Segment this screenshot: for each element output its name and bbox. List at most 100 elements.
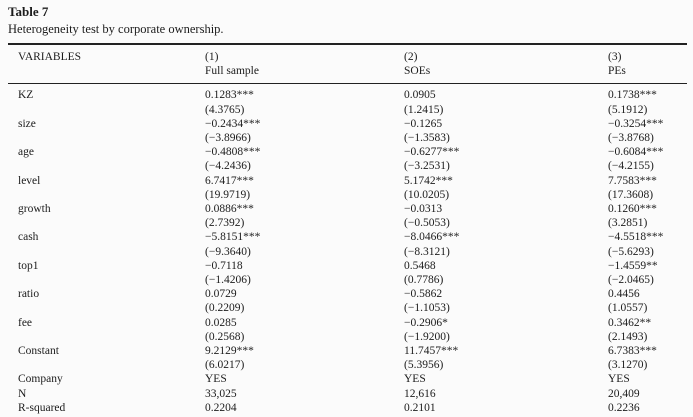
coef-cell: −1.4559** <box>608 259 658 272</box>
footer-label: Company <box>18 373 63 386</box>
col-number: (1) <box>205 51 219 63</box>
tstat-cell: (−5.6293) <box>608 245 654 258</box>
table-row: (−4.2436) (−3.2531) (−4.2155) <box>8 159 687 173</box>
tstat-cell: (−4.2436) <box>205 160 251 173</box>
footer-cell: YES <box>608 373 630 386</box>
table-subtitle: Heterogeneity test by corporate ownershi… <box>8 22 224 36</box>
variable-label: level <box>18 174 41 187</box>
variable-label: ratio <box>18 288 40 301</box>
footer-label: N <box>18 387 27 400</box>
table-row: N 33,025 12,616 20,409 <box>8 387 687 401</box>
coef-cell: −0.5862 <box>404 288 443 301</box>
tstat-cell: (−3.8768) <box>608 132 654 145</box>
variable-label: top1 <box>18 259 39 272</box>
coef-cell: 11.7457*** <box>404 345 459 358</box>
variable-label: KZ <box>18 89 34 102</box>
table-row: age −0.4808*** −0.6277*** −0.6084*** <box>8 145 687 159</box>
tstat-cell: (−1.1053) <box>404 302 450 315</box>
table-row: fee 0.0285 −0.2906* 0.3462** <box>8 316 687 330</box>
tstat-cell: (5.3956) <box>404 359 444 372</box>
tstat-cell: (1.2415) <box>404 103 444 116</box>
coef-cell: 0.0905 <box>404 89 436 102</box>
tstat-cell: (5.1912) <box>608 103 648 116</box>
variable-label-spacer <box>8 245 205 259</box>
variable-label: size <box>18 117 36 130</box>
tstat-cell: (−9.3640) <box>205 245 251 258</box>
tstat-cell: (4.3765) <box>205 103 245 116</box>
tstat-cell: (−4.2155) <box>608 160 654 173</box>
coef-cell: 0.4456 <box>608 288 640 301</box>
footer-cell: 20,409 <box>608 387 640 400</box>
coef-cell: 0.1260*** <box>608 203 657 216</box>
variable-label-spacer <box>8 216 205 230</box>
tstat-cell: (−3.2531) <box>404 160 450 173</box>
footer-cell: 12,616 <box>404 387 436 400</box>
tstat-cell: (19.9719) <box>205 188 251 201</box>
footer-cell: 0.2236 <box>608 401 640 414</box>
coef-cell: −0.2906* <box>404 316 448 329</box>
coef-cell: −0.6277*** <box>404 146 460 159</box>
variable-label-spacer <box>8 301 205 315</box>
variables-header-spacer <box>8 64 205 85</box>
tstat-cell: (2.7392) <box>205 217 245 230</box>
tstat-cell: (−1.4206) <box>205 274 251 287</box>
coef-cell: 0.3462** <box>608 316 652 329</box>
variable-label-spacer <box>8 273 205 287</box>
coef-cell: 0.0285 <box>205 316 237 329</box>
table-row: Constant 9.2129*** 11.7457*** 6.7383*** <box>8 344 687 358</box>
table-row: Company YES YES YES <box>8 372 687 386</box>
tstat-cell: (2.1493) <box>608 330 648 343</box>
tstat-cell: (17.3608) <box>608 188 654 201</box>
col-name: SOEs <box>404 64 608 85</box>
col-name: PEs <box>608 64 687 85</box>
tstat-cell: (10.0205) <box>404 188 450 201</box>
coef-cell: 6.7383*** <box>608 345 657 358</box>
coef-cell: −4.5518*** <box>608 231 664 244</box>
variable-label: age <box>18 146 34 159</box>
table-row: ratio 0.0729 −0.5862 0.4456 <box>8 287 687 301</box>
header-row-names: Full sample SOEs PEs <box>8 64 687 85</box>
table-row: (19.9719) (10.0205) (17.3608) <box>8 188 687 202</box>
coef-cell: 0.0729 <box>205 288 237 301</box>
tstat-cell: (−1.3583) <box>404 132 450 145</box>
table-row: (−3.8966) (−1.3583) (−3.8768) <box>8 131 687 145</box>
footer-cell: 33,025 <box>205 387 237 400</box>
tstat-cell: (3.1270) <box>608 359 648 372</box>
variable-label-spacer <box>8 103 205 117</box>
coef-cell: −0.3254*** <box>608 117 664 130</box>
coef-cell: −0.6084*** <box>608 146 664 159</box>
coef-cell: 7.7583*** <box>608 174 657 187</box>
coef-cell: 6.7417*** <box>205 174 254 187</box>
coef-cell: −8.0466*** <box>404 231 460 244</box>
coef-cell: −0.1265 <box>404 117 443 130</box>
table-row: (−1.4206) (0.7786) (−2.0465) <box>8 273 687 287</box>
tstat-cell: (0.7786) <box>404 274 444 287</box>
table-row: (4.3765) (1.2415) (5.1912) <box>8 103 687 117</box>
table-body: KZ 0.1283*** 0.0905 0.1738*** (4.3765) (… <box>8 84 687 417</box>
table-title: Table 7 <box>8 4 49 19</box>
variable-label-spacer <box>8 131 205 145</box>
table-row: R-squared 0.2204 0.2101 0.2236 <box>8 401 687 417</box>
tstat-cell: (6.0217) <box>205 359 245 372</box>
tstat-cell: (−1.9200) <box>404 330 450 343</box>
variable-label-spacer <box>8 358 205 372</box>
coef-cell: 9.2129*** <box>205 345 254 358</box>
footer-cell: 0.2101 <box>404 401 436 414</box>
table-row: (6.0217) (5.3956) (3.1270) <box>8 358 687 372</box>
table-row: KZ 0.1283*** 0.0905 0.1738*** <box>8 84 687 103</box>
footer-cell: 0.2204 <box>205 401 237 414</box>
col-number: (3) <box>608 51 622 63</box>
table-row: (2.7392) (−0.5053) (3.2851) <box>8 216 687 230</box>
tstat-cell: (−8.3121) <box>404 245 450 258</box>
tstat-cell: (−2.0465) <box>608 274 654 287</box>
variable-label: fee <box>18 316 33 329</box>
coef-cell: −0.7118 <box>205 259 243 272</box>
variable-label: cash <box>18 231 39 244</box>
footer-cell: YES <box>205 373 227 386</box>
coef-cell: 0.1283*** <box>205 89 254 102</box>
coef-cell: 0.0886*** <box>205 203 254 216</box>
tstat-cell: (−3.8966) <box>205 132 251 145</box>
coef-cell: 0.1738*** <box>608 89 657 102</box>
coef-cell: −0.4808*** <box>205 146 261 159</box>
